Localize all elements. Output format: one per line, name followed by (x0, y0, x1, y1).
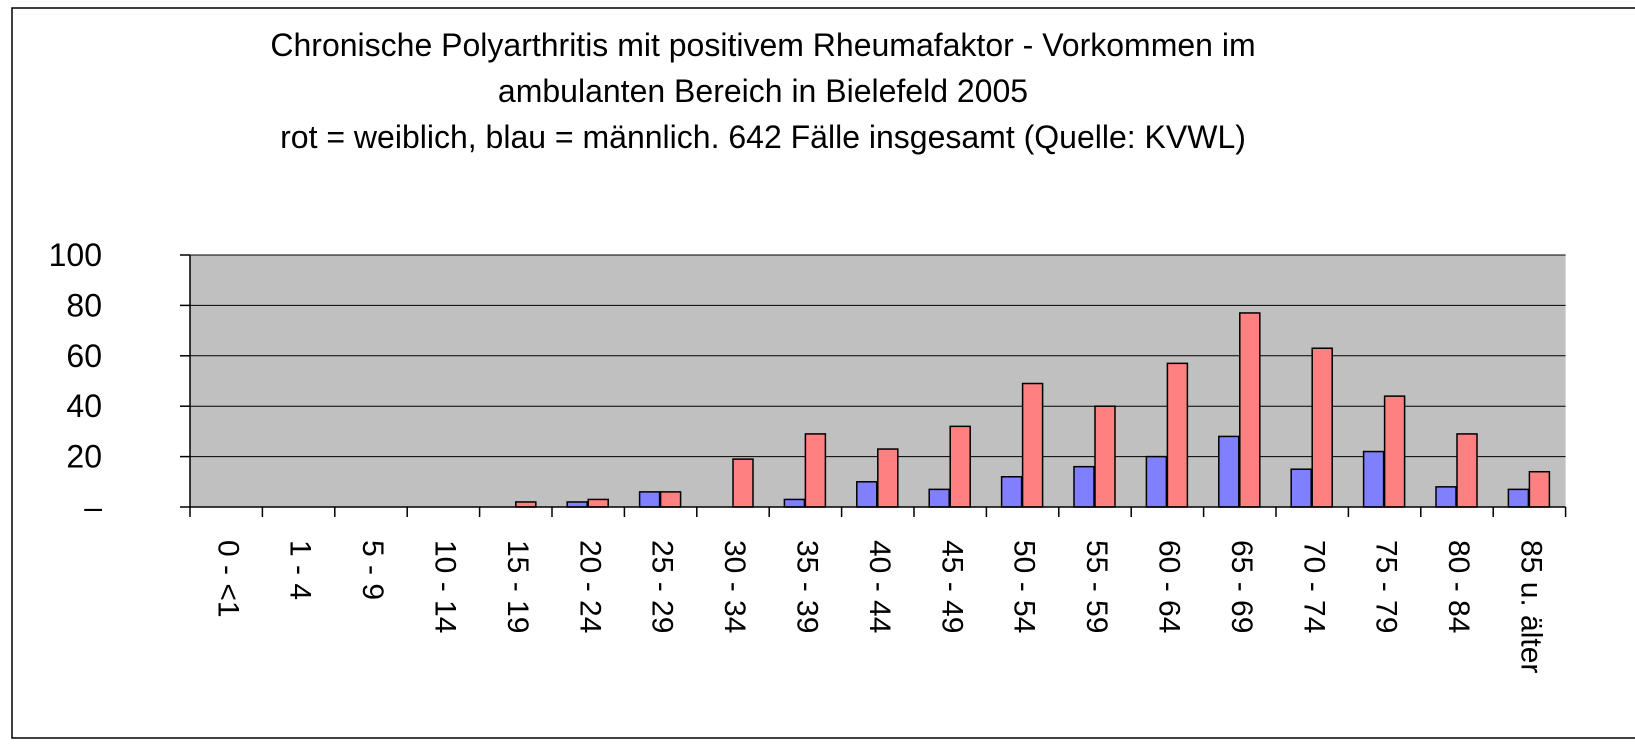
bar (1362, 450, 1385, 508)
bar (587, 498, 609, 508)
bar (1145, 455, 1168, 508)
x-tick-label: 80 - 84 (1442, 540, 1475, 633)
bar (1528, 470, 1551, 508)
bar (659, 491, 682, 508)
x-tick-label: 25 - 29 (646, 540, 679, 633)
y-tick-label: 100 (49, 237, 102, 273)
y-tick-label: 20 (66, 439, 102, 475)
bar (804, 433, 827, 508)
x-tick-label: 50 - 54 (1008, 540, 1041, 633)
bar (928, 488, 950, 508)
chart-title: rot = weiblich, blau = männlich. 642 Fäl… (280, 119, 1246, 155)
bar (732, 458, 754, 508)
bar (566, 501, 588, 508)
x-tick-label: 55 - 59 (1080, 540, 1113, 633)
x-tick-label: 60 - 64 (1152, 540, 1185, 633)
x-tick-label: 0 - <1 (211, 540, 244, 618)
bar (1094, 405, 1116, 508)
bar (1435, 486, 1457, 508)
bar (877, 448, 899, 508)
bar (1290, 468, 1312, 508)
x-tick-label: 35 - 39 (790, 540, 823, 633)
y-tick-label: 80 (66, 287, 102, 323)
x-tick-label: 75 - 79 (1370, 540, 1403, 633)
bar (1311, 347, 1333, 508)
bar (1239, 312, 1261, 508)
x-tick-label: 30 - 34 (718, 540, 751, 633)
chart-title: ambulanten Bereich in Bielefeld 2005 (498, 73, 1028, 109)
x-tick-label: 10 - 14 (428, 540, 461, 633)
x-tick-label: 70 - 74 (1297, 540, 1330, 633)
y-tick-label: – (84, 489, 102, 525)
bar (1456, 433, 1478, 508)
y-tick-label: 40 (66, 388, 102, 424)
x-tick-label: 20 - 24 (573, 540, 606, 633)
bar (856, 481, 878, 508)
bar (1383, 395, 1406, 508)
x-tick-label: 65 - 69 (1225, 540, 1258, 633)
x-tick-label: 1 - 4 (284, 540, 317, 600)
bar (515, 501, 537, 508)
bar (1507, 488, 1530, 508)
chart-title: Chronische Polyarthritis mit positivem R… (270, 27, 1255, 63)
bar (1166, 362, 1189, 508)
x-tick-label: 40 - 44 (863, 540, 896, 633)
bar (1073, 465, 1095, 508)
bar (1218, 435, 1240, 508)
x-tick-label: 15 - 19 (501, 540, 534, 633)
bar (949, 425, 971, 508)
x-tick-label: 85 u. älter (1514, 540, 1547, 673)
bar (783, 498, 806, 508)
bar (1021, 382, 1044, 508)
x-tick-label: 5 - 9 (356, 540, 389, 600)
bar (1000, 476, 1023, 508)
y-tick-label: 60 (66, 338, 102, 374)
bar (638, 491, 661, 508)
x-tick-label: 45 - 49 (935, 540, 968, 633)
